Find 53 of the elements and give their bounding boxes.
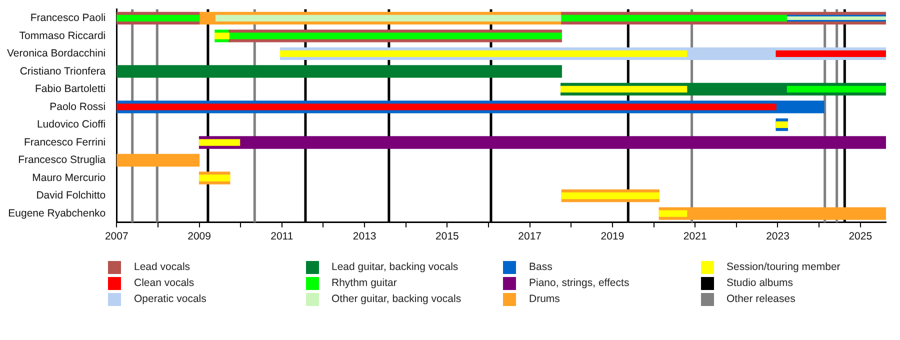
x-tick-label: 2015 [436, 230, 460, 243]
y-tick-label: Francesco Struglia [18, 154, 106, 166]
bar [198, 136, 886, 149]
x-tick-label: 2013 [352, 230, 376, 243]
bar [116, 104, 776, 110]
legend-label: Lead vocals [134, 261, 190, 273]
bar [561, 192, 660, 200]
y-tick-label: Cristiano Trionfera [20, 65, 106, 78]
bar [215, 14, 562, 22]
legend-label: Clean vocals [134, 277, 194, 289]
bar [214, 32, 230, 40]
legend-label: Drums [529, 293, 560, 305]
y-tick-label: Francesco Paoli [30, 12, 106, 24]
y-tick-label: Francesco Ferrini [24, 136, 106, 148]
legend-label: Session/touring member [726, 261, 840, 273]
bar [116, 65, 562, 78]
bar [786, 86, 886, 93]
y-tick-label: Veronica Bordacchini [6, 48, 106, 60]
bar [116, 14, 200, 22]
x-tick-label: 2017 [518, 230, 542, 243]
x-tick-label: 2023 [766, 230, 790, 243]
legend-label: Other releases [726, 293, 796, 305]
bar [560, 86, 688, 93]
legend-label: Rhythm guitar [332, 277, 397, 289]
x-tick-label: 2011 [270, 230, 294, 243]
x-tick-label: 2009 [188, 230, 212, 243]
x-tick-label: 2021 [683, 230, 707, 243]
legend-label: Piano, strings, effects [529, 277, 630, 289]
bar [280, 50, 688, 58]
bar [228, 32, 562, 40]
x-tick-label: 2025 [848, 230, 872, 243]
bar [560, 14, 788, 22]
bar [776, 121, 788, 128]
y-tick-label: Ludovico Cioffi [36, 118, 106, 131]
bar [658, 210, 688, 217]
bar [116, 154, 200, 167]
x-tick-label: 2007 [104, 230, 128, 243]
bar [198, 139, 240, 146]
y-tick-label: Mauro Mercurio [32, 172, 106, 184]
y-tick-label: Paolo Rossi [50, 100, 106, 113]
x-tick-label: 2019 [600, 230, 624, 243]
bar [658, 207, 886, 220]
y-tick-label: Eugene Ryabchenko [8, 207, 106, 220]
legend-label: Lead guitar, backing vocals [332, 261, 458, 273]
legend-label: Bass [529, 261, 552, 273]
y-tick-label: Fabio Bartoletti [35, 83, 106, 96]
y-tick-label: Tommaso Riccardi [19, 30, 106, 42]
legend-label: Other guitar, backing vocals [332, 293, 462, 305]
legend-label: Operatic vocals [134, 293, 206, 305]
y-tick-label: David Folchitto [36, 190, 106, 202]
legend-label: Studio albums [726, 277, 794, 289]
bar [198, 174, 230, 182]
bar [776, 50, 886, 58]
